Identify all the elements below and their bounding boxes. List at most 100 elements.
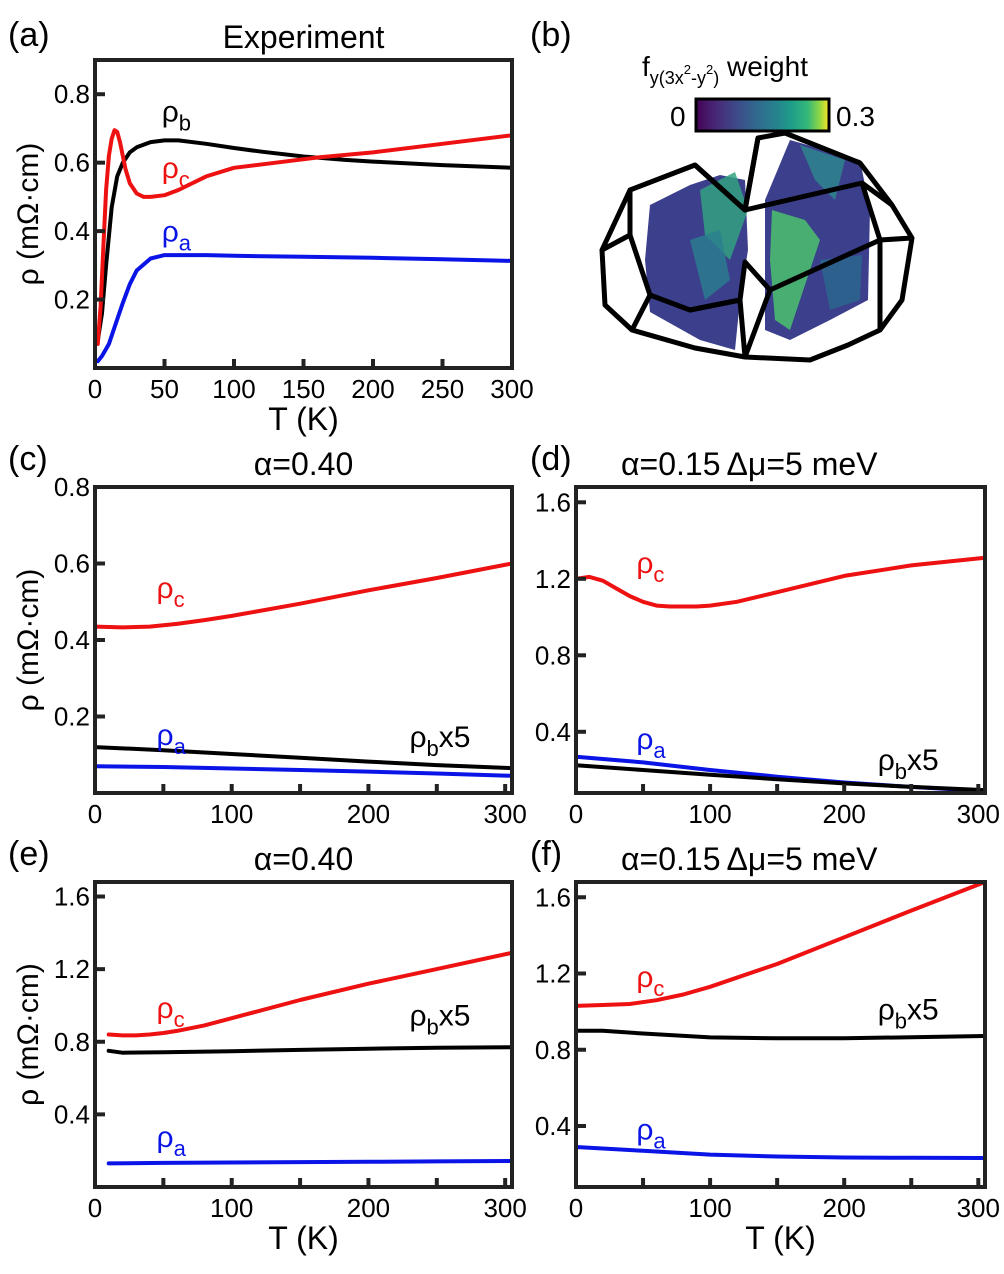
xtick-label-e: 100 (210, 1193, 253, 1223)
xtick-label-a: 250 (421, 374, 464, 404)
series-label-e-c: ρc (157, 992, 185, 1032)
colorbar-gradient (694, 97, 831, 133)
title-e: α=0.40 (254, 841, 353, 877)
colorbar-title: fy(3x2-y2) weight (642, 51, 808, 88)
series-line-c-a (93, 764, 514, 778)
ytick-label-a: 0.8 (54, 79, 90, 109)
title-extra-f: Δμ=5 meV (727, 841, 879, 877)
series-line-f-b-x5 (574, 1028, 987, 1041)
xtick-label-c: 300 (483, 799, 526, 829)
chart-panel-c: α=0.40 ρc ρbx5 ρa 0 100 200 300 0.2 0.4 0.6 0.8 ρ (m… (12, 446, 527, 829)
xlabel-f: T (K) (745, 1220, 816, 1256)
xtick-label-f: 100 (688, 1193, 731, 1223)
xtick-label-e: 300 (483, 1193, 526, 1223)
xtick-label-d: 200 (823, 799, 866, 829)
ytick-label-a: 0.6 (54, 148, 90, 178)
series-label-c-b: ρbx5 (409, 721, 470, 761)
series-line-d-c (574, 555, 987, 609)
ytick-label-c: 0.4 (54, 625, 90, 655)
plot-frame-a (93, 58, 514, 370)
xtick-label-f: 300 (957, 1193, 1000, 1223)
xtick-label-f: 200 (823, 1193, 866, 1223)
xlabel-a: T (K) (268, 401, 339, 437)
xtick-label-e: 0 (88, 1193, 102, 1223)
xtick-label-c: 100 (210, 799, 253, 829)
plot-frame-f (574, 880, 987, 1189)
fermi-surface-illustration (599, 130, 915, 363)
series-label-f-a: ρa (636, 1113, 666, 1153)
panel-label-f: (f) (530, 835, 562, 873)
colorbar: fy(3x2-y2) weight 0 0.3 (642, 51, 875, 133)
series-line-e-c (106, 950, 514, 1038)
series-line-c-c (93, 561, 514, 630)
ytick-label-e: 0.8 (54, 1027, 90, 1057)
series-label-e-b: ρbx5 (409, 999, 470, 1039)
xtick-label-e: 200 (347, 1193, 390, 1223)
series-label-d-c: ρc (636, 547, 664, 587)
title-a: Experiment (223, 19, 385, 55)
xtick-label-d: 0 (569, 799, 583, 829)
series-label-f-b: ρbx5 (878, 993, 939, 1033)
xtick-label-a: 150 (282, 374, 325, 404)
ytick-label-c: 0.6 (54, 549, 90, 579)
series-line-a-b (95, 138, 514, 343)
plot-frame-e (93, 880, 514, 1189)
ytick-label-c: 0.8 (54, 472, 90, 502)
ytick-label-e: 1.2 (54, 954, 90, 984)
panel-label-d: (d) (530, 440, 572, 478)
ytick-label-a: 0.4 (54, 216, 90, 246)
ytick-label-a: 0.2 (54, 285, 90, 315)
series-label-d-b: ρbx5 (878, 744, 939, 784)
xtick-label-a: 50 (150, 374, 179, 404)
xtick-label-a: 300 (490, 374, 533, 404)
panel-label-a: (a) (8, 16, 50, 54)
ytick-label-f: 1.2 (535, 959, 571, 989)
chart-panel-f: α=0.15 Δμ=5 meV ρc ρbx5 ρa 0 100 200 300 0.4 0.8 1.… (535, 841, 1000, 1256)
fermi-sheet-right-highlight-3 (820, 255, 862, 310)
panel-label-c: (c) (8, 440, 48, 478)
title-c: α=0.40 (254, 446, 353, 482)
xtick-label-d: 100 (688, 799, 731, 829)
ytick-label-d: 0.4 (535, 717, 571, 747)
xtick-label-c: 0 (88, 799, 102, 829)
panel-label-e: (e) (8, 835, 50, 873)
fermi-sheet-right-highlight-2 (800, 145, 845, 200)
ytick-label-d: 1.6 (535, 487, 571, 517)
plot-frame-d (574, 485, 987, 795)
chart-panel-a: Experiment ρb ρc ρa 0 50 100 150 200 250 300 0.2 0.4… (12, 19, 534, 437)
brillouin-zone-wireframe (599, 130, 915, 363)
colorbar-min-label: 0 (670, 101, 686, 132)
series-line-a-c (95, 128, 514, 346)
series-label-c-c: ρc (157, 572, 185, 612)
xtick-label-a: 0 (88, 374, 102, 404)
chart-panel-d: α=0.15 Δμ=5 meV ρc ρa ρbx5 0 100 200 300 0.4 0.8 1.… (535, 446, 1000, 829)
xtick-label-a: 100 (212, 374, 255, 404)
series-label-f-c: ρc (636, 961, 664, 1001)
chart-panel-e: α=0.40 ρc ρbx5 ρa 0 100 200 300 0.4 0.8 1.2 1.6 T (K… (12, 841, 527, 1256)
title-extra-d: Δμ=5 meV (727, 446, 879, 482)
ytick-label-f: 0.8 (535, 1035, 571, 1065)
xtick-label-d: 300 (957, 799, 1000, 829)
title-f: α=0.15 (621, 841, 720, 877)
series-line-f-c (574, 880, 987, 1008)
ytick-label-e: 0.4 (54, 1099, 90, 1129)
ytick-label-f: 1.6 (535, 882, 571, 912)
ylabel-a: ρ (mΩ·cm) (12, 143, 45, 286)
ytick-label-d: 0.8 (535, 640, 571, 670)
xtick-label-c: 200 (347, 799, 390, 829)
series-line-e-a (106, 1159, 514, 1166)
series-line-f-a (574, 1145, 987, 1160)
ylabel-c: ρ (mΩ·cm) (12, 569, 45, 712)
fermi-sheet-right-highlight (770, 210, 820, 330)
series-label-d-a: ρa (636, 723, 666, 763)
series-label-a-a: ρa (162, 215, 192, 255)
ylabel-e: ρ (mΩ·cm) (12, 963, 45, 1106)
series-line-c-b-x5 (93, 745, 514, 771)
panel-label-b: (b) (530, 16, 572, 54)
series-line-e-b-x5 (106, 1045, 514, 1055)
xtick-label-f: 0 (569, 1193, 583, 1223)
ytick-label-d: 1.2 (535, 564, 571, 594)
ytick-label-f: 0.4 (535, 1111, 571, 1141)
series-label-e-a: ρa (157, 1121, 187, 1161)
